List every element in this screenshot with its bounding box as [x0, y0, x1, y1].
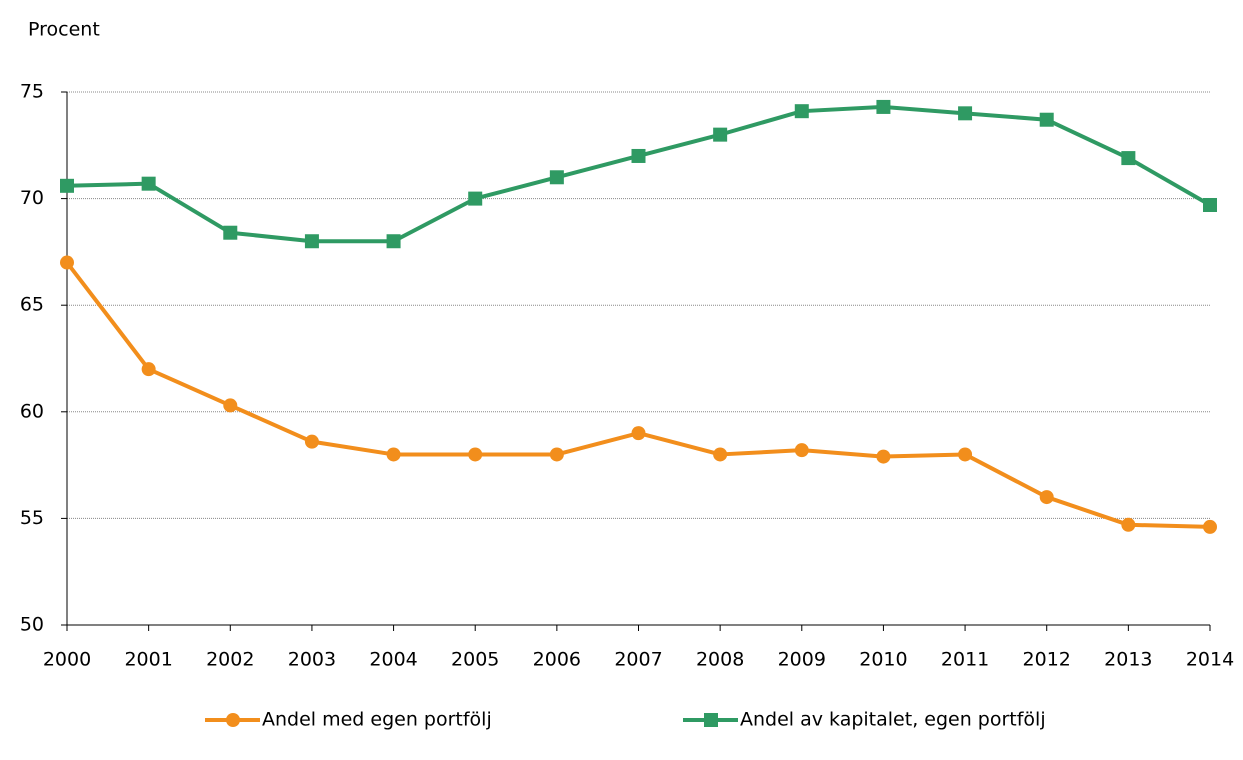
data-point [713, 447, 728, 462]
series-line [65, 261, 1211, 529]
x-tick-label: 2014 [1186, 649, 1234, 671]
data-point [713, 127, 728, 142]
data-point [223, 398, 238, 413]
legend-marker [704, 713, 718, 727]
x-tick-label: 2009 [778, 649, 826, 671]
data-point [223, 225, 238, 240]
x-tick-label: 2006 [533, 649, 581, 671]
data-point [1039, 112, 1054, 127]
x-tick-label: 2012 [1023, 649, 1071, 671]
data-point [631, 426, 646, 441]
x-tick-label: 2002 [206, 649, 254, 671]
data-point [794, 443, 809, 458]
data-point [794, 104, 809, 119]
data-point [958, 106, 973, 121]
x-tick-label: 2005 [451, 649, 499, 671]
data-point [549, 447, 564, 462]
x-tick-label: 2010 [859, 649, 907, 671]
x-tick-label: 2003 [288, 649, 336, 671]
data-point [1121, 517, 1136, 532]
y-tick-label: 60 [20, 400, 44, 422]
data-point [1203, 197, 1217, 212]
data-point [468, 447, 483, 462]
data-point [141, 176, 156, 191]
x-tick-label: 2007 [614, 649, 662, 671]
data-point [876, 449, 891, 464]
data-point [60, 178, 74, 193]
series-line [66, 104, 1211, 244]
x-tick-label: 2001 [124, 649, 172, 671]
x-tick-label: 2008 [696, 649, 744, 671]
legend-label: Andel av kapitalet, egen portfölj [740, 709, 1046, 731]
data-point [1039, 490, 1054, 505]
data-point [386, 447, 401, 462]
x-tick-label: 2013 [1104, 649, 1152, 671]
x-tick-label: 2000 [43, 649, 91, 671]
legend-marker [226, 713, 240, 727]
y-tick-label: 55 [20, 507, 44, 529]
x-tick-label: 2011 [941, 649, 989, 671]
data-point [468, 191, 483, 206]
y-tick-label: 75 [20, 81, 44, 103]
data-point [1203, 519, 1217, 534]
legend-label: Andel med egen portfölj [262, 709, 492, 731]
data-point [141, 362, 156, 377]
y-tick-label: 50 [20, 614, 44, 636]
data-point [304, 434, 319, 449]
y-tick-label: 70 [20, 187, 44, 209]
data-point [1121, 151, 1136, 166]
data-point [549, 170, 564, 185]
data-point [958, 447, 973, 462]
data-point [631, 148, 646, 163]
x-tick-label: 2004 [369, 649, 417, 671]
y-tick-label: 65 [20, 294, 44, 316]
data-point [876, 99, 891, 114]
y-axis-label: Procent [28, 19, 100, 41]
data-point [60, 255, 74, 270]
data-point [386, 234, 401, 249]
data-point [304, 234, 319, 249]
